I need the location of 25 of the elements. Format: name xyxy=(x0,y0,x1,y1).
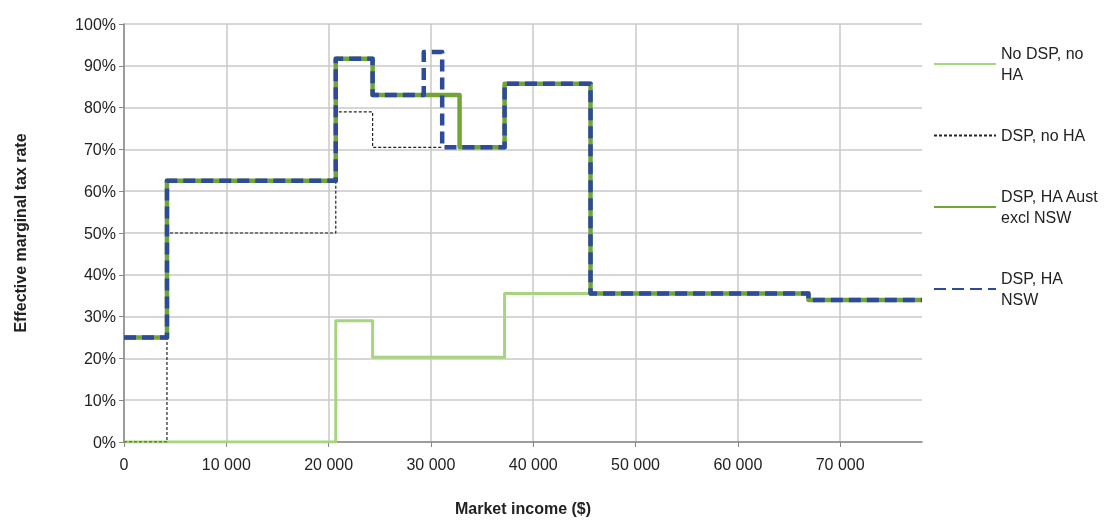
y-tick-label: 90% xyxy=(83,57,116,75)
y-tick-label: 50% xyxy=(83,224,116,242)
x-tick-label: 10 000 xyxy=(201,455,251,473)
y-tick-label: 20% xyxy=(83,349,116,367)
y-tick-label: 70% xyxy=(83,140,116,158)
legend-label: DSP, no HA xyxy=(1001,127,1086,144)
y-tick-label: 60% xyxy=(83,182,116,200)
legend-label: No DSP, no HA xyxy=(1001,45,1088,83)
y-tick-label: 40% xyxy=(83,266,116,284)
y-tick-label: 30% xyxy=(83,308,116,326)
x-tick-label: 50 000 xyxy=(611,455,661,473)
x-axis-title: Market income ($) xyxy=(454,499,592,517)
x-tick-label: 30 000 xyxy=(406,455,456,473)
y-axis-title: Effective marginal tax rate xyxy=(11,133,29,333)
x-tick-label: 0 xyxy=(119,455,129,473)
y-tick-label: 80% xyxy=(83,99,116,117)
x-tick-label: 20 000 xyxy=(304,455,354,473)
x-tick-label: 70 000 xyxy=(815,455,865,473)
x-tick-label: 60 000 xyxy=(713,455,763,473)
y-tick-label: 10% xyxy=(83,391,116,409)
x-tick-label: 40 000 xyxy=(508,455,558,473)
legend-label: DSP, HA NSW xyxy=(1001,270,1067,308)
y-tick-label: 0% xyxy=(92,433,116,451)
legend-label: DSP, HA Aust excl NSW xyxy=(1001,188,1103,226)
y-tick-label: 100% xyxy=(75,15,116,33)
